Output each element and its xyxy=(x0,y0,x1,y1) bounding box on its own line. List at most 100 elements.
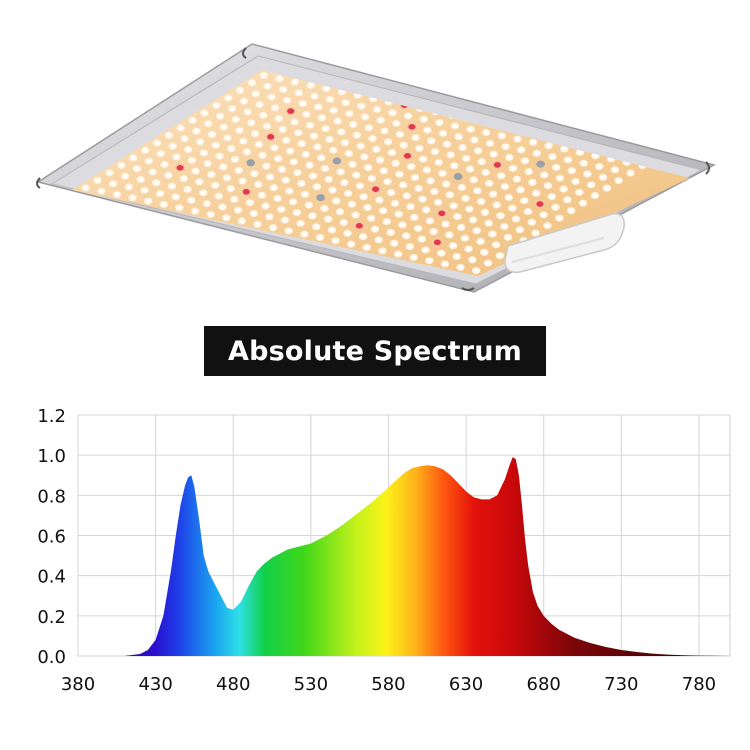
white-led xyxy=(328,186,337,194)
white-led xyxy=(339,218,349,227)
white-led xyxy=(148,168,157,176)
white-led xyxy=(436,249,446,257)
white-led xyxy=(124,183,134,191)
white-led xyxy=(410,213,419,221)
white-led xyxy=(195,178,204,186)
white-led xyxy=(152,179,161,187)
white-led xyxy=(528,178,537,186)
white-led xyxy=(234,166,244,174)
white-led xyxy=(343,189,353,197)
white-led xyxy=(445,231,454,239)
white-led xyxy=(520,197,529,205)
white-led xyxy=(461,194,470,202)
white-led xyxy=(340,139,350,147)
chart-title: Absolute Spectrum xyxy=(204,326,546,376)
white-led xyxy=(262,122,272,130)
white-led xyxy=(312,183,322,191)
white-led xyxy=(531,189,541,197)
white-led xyxy=(406,203,415,211)
white-led xyxy=(346,240,356,248)
white-led xyxy=(388,109,397,117)
white-led xyxy=(304,201,314,209)
white-led xyxy=(313,143,322,151)
white-led xyxy=(175,204,184,212)
white-led xyxy=(418,195,427,203)
white-led xyxy=(117,161,126,169)
white-led xyxy=(302,110,311,118)
x-tick-label: 380 xyxy=(61,674,95,695)
white-led xyxy=(351,211,360,219)
white-led xyxy=(296,219,305,227)
white-led xyxy=(259,71,269,79)
white-led xyxy=(152,139,162,147)
white-led xyxy=(324,175,334,183)
white-led xyxy=(470,136,479,144)
white-led xyxy=(348,160,357,168)
white-led xyxy=(472,227,482,235)
white-led xyxy=(341,99,351,107)
white-led xyxy=(476,198,486,206)
white-led xyxy=(199,149,209,157)
white-led xyxy=(401,232,411,240)
white-led xyxy=(108,180,118,188)
white-led xyxy=(192,127,201,135)
white-led xyxy=(491,241,501,249)
white-led xyxy=(250,170,259,178)
white-led xyxy=(183,185,192,193)
mounting-hooks xyxy=(36,47,710,291)
white-led xyxy=(215,112,225,120)
white-led xyxy=(280,216,290,224)
white-led xyxy=(460,234,470,242)
y-tick-label: 0.8 xyxy=(37,486,66,507)
white-led xyxy=(320,164,330,173)
white-led xyxy=(438,129,448,137)
white-led xyxy=(465,165,475,173)
white-led xyxy=(419,115,429,123)
white-led xyxy=(202,200,212,208)
white-led xyxy=(357,102,366,110)
red-led xyxy=(285,106,296,116)
white-led xyxy=(327,226,337,234)
white-led xyxy=(168,142,177,150)
white-led xyxy=(426,137,436,145)
white-led xyxy=(348,120,358,128)
white-led xyxy=(332,157,342,165)
white-led xyxy=(559,185,568,193)
white-led xyxy=(370,225,380,233)
white-led xyxy=(524,168,533,176)
white-led xyxy=(275,75,284,83)
white-led xyxy=(311,223,321,231)
white-led xyxy=(305,161,314,169)
white-led xyxy=(496,172,506,180)
white-led xyxy=(513,135,522,143)
white-led xyxy=(488,230,497,238)
white-led xyxy=(255,100,264,109)
y-tick-label: 0.0 xyxy=(37,647,66,668)
white-led xyxy=(449,202,459,210)
white-led xyxy=(246,159,255,167)
white-led xyxy=(473,147,483,155)
white-led xyxy=(230,195,239,203)
white-led xyxy=(305,121,315,129)
white-led xyxy=(527,218,537,226)
grow-light-panel-image xyxy=(36,43,717,293)
white-led xyxy=(456,223,466,231)
white-led xyxy=(391,159,400,167)
white-led xyxy=(483,259,493,267)
white-led xyxy=(265,173,275,181)
white-led xyxy=(315,233,325,242)
white-led xyxy=(375,156,385,164)
white-led xyxy=(308,212,317,220)
white-led xyxy=(207,170,216,178)
white-led xyxy=(195,138,205,146)
white-led xyxy=(500,183,510,191)
white-led xyxy=(212,101,221,109)
white-led xyxy=(187,156,197,164)
white-led xyxy=(284,227,294,235)
white-led xyxy=(206,210,215,218)
x-tick-label: 480 xyxy=(216,674,250,695)
white-led xyxy=(476,237,485,246)
white-led xyxy=(392,119,401,128)
white-led xyxy=(277,205,286,213)
white-led xyxy=(364,124,374,132)
